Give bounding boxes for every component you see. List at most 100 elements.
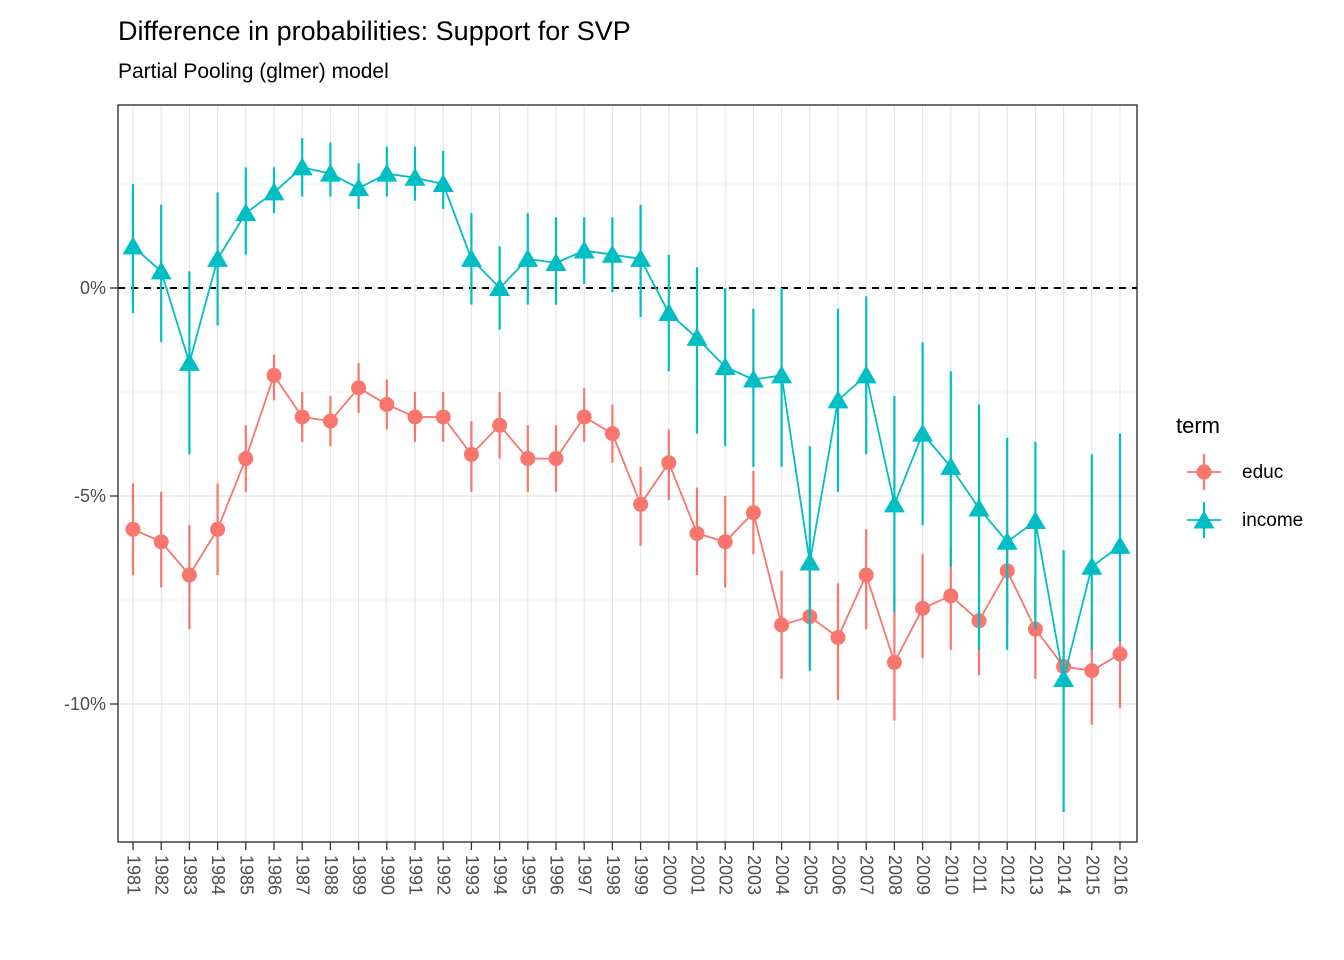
x-tick-label: 1998 [603,855,623,895]
data-point [263,182,285,201]
data-point [799,552,821,571]
x-tick-label: 1988 [321,855,341,895]
data-point [714,357,736,376]
circle-marker-icon [1196,464,1212,480]
legend-label-educ: educ [1242,462,1283,483]
x-tick-label: 2012 [998,855,1018,895]
x-tick-label: 1999 [631,855,651,895]
x-tick-label: 2013 [1026,855,1046,895]
x-tick-label: 2002 [716,855,736,895]
legend: term educ income [1176,413,1303,538]
data-point [238,451,254,467]
data-point [432,174,454,192]
x-tick-label: 2010 [941,855,961,895]
data-point [348,178,370,197]
axis-ticks [110,287,1121,850]
data-point [492,417,508,433]
panel-border [117,104,1138,843]
x-tick-label: 2000 [659,855,679,895]
x-tick-label: 1989 [349,855,369,895]
data-point [489,278,511,296]
data-point [886,654,902,670]
x-tick-label: 2003 [744,855,764,895]
x-tick-label: 2014 [1054,855,1074,895]
x-tick-label: 1991 [406,855,426,895]
data-point [742,369,764,388]
x-tick-label: 1990 [377,855,397,895]
x-tick-label: 1995 [518,855,538,895]
y-tick-label: -10% [64,694,106,714]
x-tick-label: 2005 [800,855,820,895]
x-tick-label: 1992 [434,855,454,895]
x-tick-label: 1994 [490,855,510,895]
x-tick-label: 1983 [180,855,200,895]
data-point [1109,535,1131,554]
data-point [827,390,849,409]
y-tick-label: -5% [74,486,106,506]
y-axis-labels: 0% -5% -10% [64,278,106,714]
x-tick-label: 2007 [857,855,877,895]
series-income [122,138,1131,813]
data-point [291,157,313,176]
x-tick-label: 1982 [152,855,172,895]
x-tick-label: 1993 [462,855,482,895]
x-tick-label: 1996 [547,855,567,895]
data-point [351,380,367,396]
data-point [604,426,620,442]
x-tick-label: 2006 [829,855,849,895]
data-point [517,248,539,267]
data-point [686,327,708,346]
page-title: Difference in probabilities: Support for… [118,16,631,46]
x-tick-label: 2001 [688,855,708,895]
x-tick-label: 1986 [265,855,285,895]
legend-title: term [1176,413,1220,438]
data-point [771,365,793,384]
x-tick-label: 1987 [293,855,313,895]
data-point [294,409,310,425]
x-tick-label: 1997 [575,855,595,895]
x-tick-label: 2008 [885,855,905,895]
x-tick-label: 2011 [970,855,990,894]
x-tick-label: 2016 [1111,855,1131,895]
data-point [545,253,567,272]
data-point [235,203,257,222]
x-tick-label: 1984 [208,855,228,895]
x-axis-labels: 1981 1982 1983 1984 1985 1986 1987 1988 1989 1990… [124,855,1131,895]
x-tick-label: 2009 [913,855,933,895]
data-point [855,365,877,384]
data-point [463,446,479,462]
data-point [883,494,905,513]
data-point [1081,556,1103,575]
data-point [460,248,482,267]
x-tick-label: 1985 [236,855,256,895]
data-point [376,163,398,182]
data-point [968,498,990,517]
data-point [379,396,395,412]
data-point [633,496,649,512]
data-point [601,244,623,263]
data-point [210,521,226,537]
data-point [407,409,423,425]
data-point [178,352,200,371]
data-point [181,567,197,583]
data-point [774,617,790,633]
data-point [435,409,451,425]
data-point [322,413,338,429]
data-point [1112,646,1128,662]
x-tick-label: 1981 [124,855,144,895]
legend-entry-educ: educ [1187,454,1283,490]
data-point [830,629,846,645]
legend-label-income: income [1242,510,1303,531]
data-point [319,163,341,182]
data-point [520,451,536,467]
data-point [658,302,680,321]
data-point [576,409,592,425]
data-point [1053,669,1075,688]
data-point [150,261,172,280]
x-tick-label: 2004 [772,855,792,895]
triangle-marker-icon [1193,510,1215,529]
data-point [1024,510,1046,529]
data-point [404,167,426,186]
